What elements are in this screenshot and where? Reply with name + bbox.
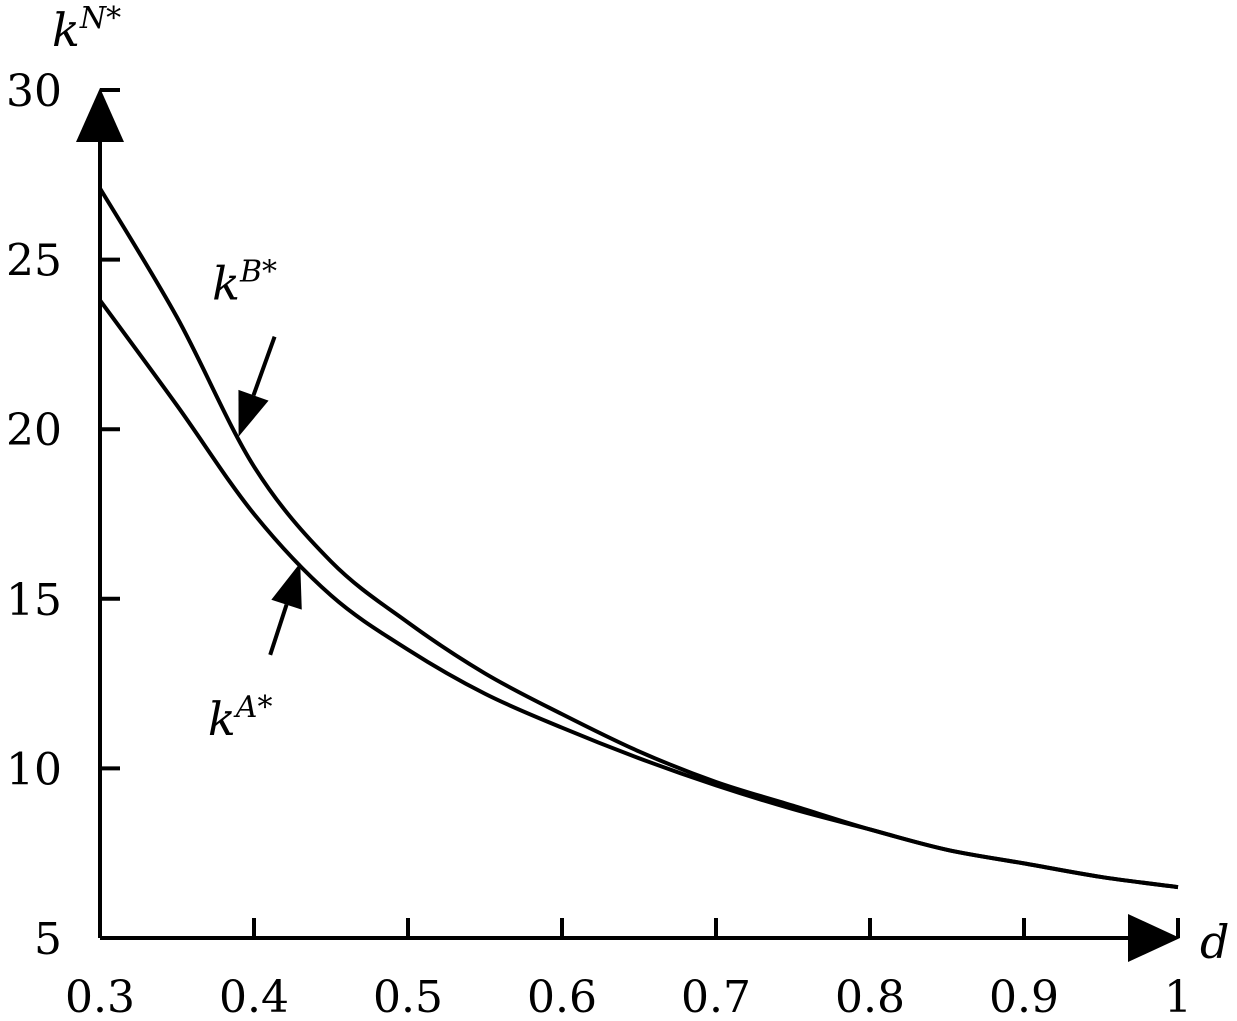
- x-tick-label: 0.4: [219, 972, 289, 1021]
- y-tick-label: 30: [6, 66, 62, 117]
- y-tick-label: 5: [34, 914, 62, 965]
- x-axis-arrowhead: [1128, 914, 1180, 962]
- pointer-arrowhead: [238, 389, 269, 437]
- pointer-arrow-shaft: [268, 604, 289, 656]
- x-tick-label: 0.9: [989, 972, 1059, 1021]
- series: [98, 187, 1179, 890]
- y-tick-label: 15: [6, 575, 62, 626]
- series-label: kB*: [212, 255, 277, 311]
- ticks: 5 10 15 20 25 30 0.3 0.4 0.5 0.6 0.7 0.8 0.9 1: [6, 66, 1192, 1021]
- y-tick-label: 20: [6, 405, 62, 456]
- pointer-arrow-shaft: [251, 335, 277, 396]
- y-tick-label: 25: [6, 236, 62, 287]
- pointer-arrowhead: [271, 562, 302, 610]
- labels: kN* d kB* kA*: [52, 1, 1229, 969]
- x-tick-label: 0.6: [527, 972, 597, 1021]
- series-line-a: [98, 299, 1179, 890]
- x-axis-title: d: [1200, 915, 1229, 969]
- series-line-b: [98, 187, 1179, 890]
- axes: [76, 88, 1180, 962]
- x-tick-label: 1: [1164, 972, 1192, 1021]
- x-tick-label: 0.7: [681, 972, 751, 1021]
- y-axis-arrowhead: [76, 88, 124, 142]
- x-tick-label: 0.5: [373, 972, 443, 1021]
- x-tick-label: 0.8: [835, 972, 905, 1021]
- y-axis-title: kN*: [52, 1, 121, 57]
- y-tick-label: 10: [6, 744, 62, 795]
- x-tick-label: 0.3: [65, 972, 135, 1021]
- series-label: kA*: [208, 690, 273, 746]
